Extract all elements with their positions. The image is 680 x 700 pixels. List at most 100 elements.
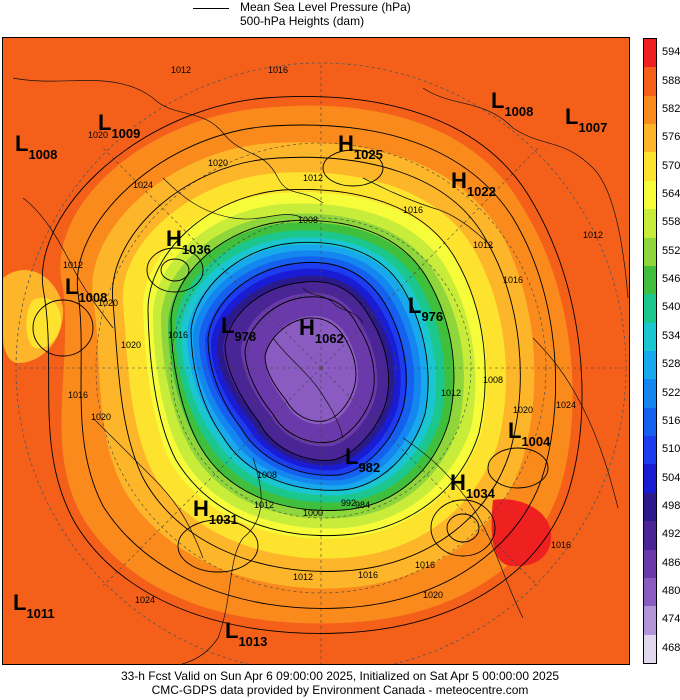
map-footer: 33-h Fcst Valid on Sun Apr 6 09:00:00 20… — [0, 669, 680, 697]
low-pressure-label: L978 — [221, 313, 256, 344]
colorbar-label: 516 — [662, 414, 680, 427]
low-pressure-label: L1011 — [13, 590, 55, 621]
projection-circle — [15, 62, 627, 664]
colorbar-swatch — [644, 209, 656, 239]
map-legend: Mean Sea Level Pressure (hPa) 500-hPa He… — [0, 0, 680, 34]
low-pressure-label: L982 — [345, 444, 380, 475]
isobar-value-label: 1016 — [358, 570, 378, 580]
height-band-570-west — [26, 297, 61, 349]
isobar-value-label: 1008 — [298, 215, 318, 225]
colorbar-swatch — [644, 152, 656, 182]
isobar-value-label: 1012 — [254, 500, 274, 510]
isobar-value-label: 1020 — [88, 130, 108, 140]
colorbar-swatch — [644, 379, 656, 409]
isobar-value-label: 1008 — [257, 470, 277, 480]
isobar-value-label: 1024 — [556, 400, 576, 410]
isobars — [32, 96, 583, 634]
low-pressure-label: L1004 — [508, 418, 551, 449]
isobar-value-label: 1020 — [91, 412, 111, 422]
high-pressure-label: H1022 — [451, 168, 496, 199]
isobar-value-label: 1000 — [303, 508, 323, 518]
isobar-value-label: 1016 — [68, 390, 88, 400]
coastlines — [12, 77, 629, 664]
isobar-value-label: 1008 — [483, 375, 503, 385]
isobar-value-label: 1016 — [415, 560, 435, 570]
isobar-value-label: 1020 — [513, 405, 533, 415]
weather-map: 1012 1016 1012 1020 1024 1012 1016 1020 1016 1020… — [2, 37, 630, 665]
colorbar-label: 552 — [662, 244, 680, 257]
colorbar-swatch — [644, 124, 656, 153]
colorbar-label: 486 — [662, 556, 680, 569]
colorbar-swatch — [644, 521, 656, 551]
low-pressure-label: L1013 — [225, 618, 267, 649]
colorbar-label: 594 — [662, 46, 680, 59]
isobar-value-label: 1012 — [441, 388, 461, 398]
colorbar-swatch — [644, 265, 656, 295]
heights-legend-label: 500-hPa Heights (dam) — [240, 14, 365, 28]
colorbar-swatch — [644, 294, 656, 324]
colorbar-swatch — [644, 436, 656, 465]
colorbar-label: 468 — [662, 641, 680, 654]
colorbar-label: 474 — [662, 613, 680, 626]
colorbar-swatch — [644, 634, 656, 664]
colorbar-swatch — [644, 322, 656, 352]
isobar-value-label: 1016 — [503, 275, 523, 285]
isobar-labels: 1012 1016 1012 1020 1024 1012 1016 1020 1016 1020… — [63, 65, 603, 605]
isobar-value-label: 1016 — [551, 540, 571, 550]
high-pressure-label: H1062 — [299, 315, 344, 346]
height-colorbar — [643, 38, 657, 664]
high-pressure-label: H1031 — [193, 496, 238, 527]
isobar-value-label: 1012 — [303, 173, 323, 183]
isobar-value-label: 1012 — [473, 240, 493, 250]
height-band-480 — [265, 315, 358, 425]
colorbar-swatch — [644, 39, 656, 68]
colorbar-label: 540 — [662, 301, 680, 314]
low-pressure-label: L1008 — [65, 274, 107, 305]
low-pressure-label: L1007 — [565, 104, 607, 135]
isobar-value-label: 1016 — [403, 205, 423, 215]
colorbar-swatch — [644, 95, 656, 125]
colorbar-label: 510 — [662, 443, 680, 456]
isobar-value-label: 1020 — [423, 590, 443, 600]
isobar-value-label: 1024 — [133, 180, 153, 190]
colorbar-swatch — [644, 549, 656, 579]
colorbar-label: 564 — [662, 188, 680, 200]
colorbar-label: 582 — [662, 102, 680, 115]
isobar-value-label: 1012 — [171, 65, 191, 75]
low-pressure-label: L1009 — [98, 110, 140, 141]
mslp-legend-line — [193, 8, 229, 9]
colorbar-swatch — [644, 67, 656, 97]
pressure-systems: L1009 L1008 L1008 L1007 H1025 H1022 H1036 L1008… — [13, 88, 607, 649]
high-pressure-label: H1034 — [450, 470, 496, 501]
isobar-value-label: 1012 — [63, 260, 83, 270]
colorbar-label: 504 — [662, 471, 680, 484]
colorbar-label: 570 — [662, 159, 680, 172]
high-pressure-label: H1025 — [338, 131, 383, 162]
isobar-value-label: 1024 — [135, 595, 155, 605]
data-credit-line: CMC-GDPS data provided by Environment Ca… — [151, 683, 529, 697]
grid-lines — [18, 63, 623, 664]
colorbar-label: 546 — [662, 273, 680, 286]
low-pressure-label: L1008 — [15, 131, 57, 162]
colorbar-swatch — [644, 577, 656, 607]
mslp-legend-label: Mean Sea Level Pressure (hPa) — [240, 0, 411, 14]
colorbar-swatch — [644, 492, 656, 522]
isobar-value-label: 1016 — [268, 65, 288, 75]
high-pressure-label: H1036 — [166, 226, 211, 257]
colorbar-label: 576 — [662, 131, 680, 144]
isobar-value-label: 1020 — [208, 158, 228, 168]
isobar-value-label: 984 — [355, 500, 370, 510]
colorbar-label: 588 — [662, 74, 680, 87]
colorbar-swatch — [644, 407, 656, 437]
isobar-value-label: 992 — [341, 498, 356, 508]
colorbar-label: 534 — [662, 329, 680, 342]
colorbar-swatch — [644, 351, 656, 380]
isobar-value-label: 1016 — [168, 330, 188, 340]
colorbar-swatch — [644, 606, 656, 636]
colorbar-label: 492 — [662, 528, 680, 541]
colorbar-label: 528 — [662, 358, 680, 371]
isobar-value-label: 1020 — [121, 340, 141, 350]
low-pressure-label: L1008 — [491, 88, 533, 119]
colorbar-label: 498 — [662, 500, 680, 512]
forecast-valid-line: 33-h Fcst Valid on Sun Apr 6 09:00:00 20… — [120, 669, 560, 683]
